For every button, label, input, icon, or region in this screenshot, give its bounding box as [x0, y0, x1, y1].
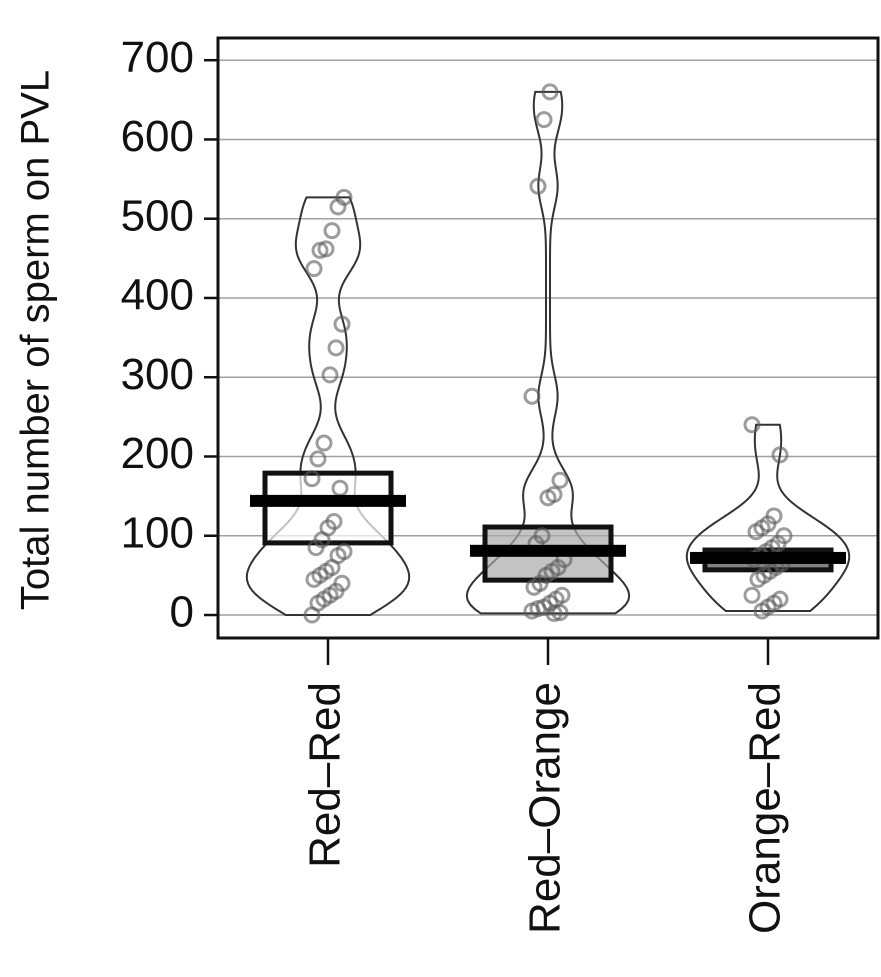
data-point	[545, 486, 563, 504]
y-tick-label: 600	[121, 112, 194, 161]
y-tick-label: 500	[121, 191, 194, 240]
data-point	[321, 366, 339, 384]
y-axis-label: Total number of sperm on PVL	[14, 70, 58, 610]
mean-bar	[470, 544, 626, 557]
data-point	[529, 177, 547, 195]
data-point	[305, 260, 323, 278]
data-point	[317, 240, 335, 258]
mean-bar	[250, 494, 406, 507]
data-point	[327, 339, 345, 357]
data-point	[333, 574, 351, 592]
data-point	[309, 450, 327, 468]
data-point	[551, 471, 569, 489]
data-point	[333, 315, 351, 333]
data-point	[323, 222, 341, 240]
data-point	[335, 188, 353, 206]
violin	[245, 196, 411, 617]
data-point	[541, 83, 559, 101]
data-point	[743, 586, 761, 604]
violin	[465, 90, 631, 615]
y-tick-label: 400	[121, 271, 194, 320]
plot-frame	[216, 36, 880, 640]
mean-bar	[690, 551, 846, 564]
y-tick-label: 300	[121, 350, 194, 399]
data-point	[771, 590, 789, 608]
y-tick-label: 100	[121, 508, 194, 557]
data-point	[325, 512, 343, 530]
violin	[685, 423, 851, 613]
x-tick-label: Red–Orange	[521, 682, 570, 934]
y-tick-label: 0	[170, 588, 194, 637]
data-point	[315, 434, 333, 452]
x-tick-label: Orange–Red	[741, 682, 790, 934]
data-point	[765, 507, 783, 525]
data-point	[523, 387, 541, 405]
data-point	[535, 111, 553, 129]
data-point	[743, 416, 761, 434]
x-tick-label: Red–Red	[301, 682, 350, 868]
data-point	[553, 586, 571, 604]
data-point	[303, 470, 321, 488]
data-point	[335, 543, 353, 561]
y-tick-label: 700	[121, 33, 194, 82]
data-point	[775, 527, 793, 545]
hdi-box	[262, 470, 394, 546]
data-point	[771, 446, 789, 464]
y-tick-label: 200	[121, 429, 194, 478]
data-point	[533, 527, 551, 545]
